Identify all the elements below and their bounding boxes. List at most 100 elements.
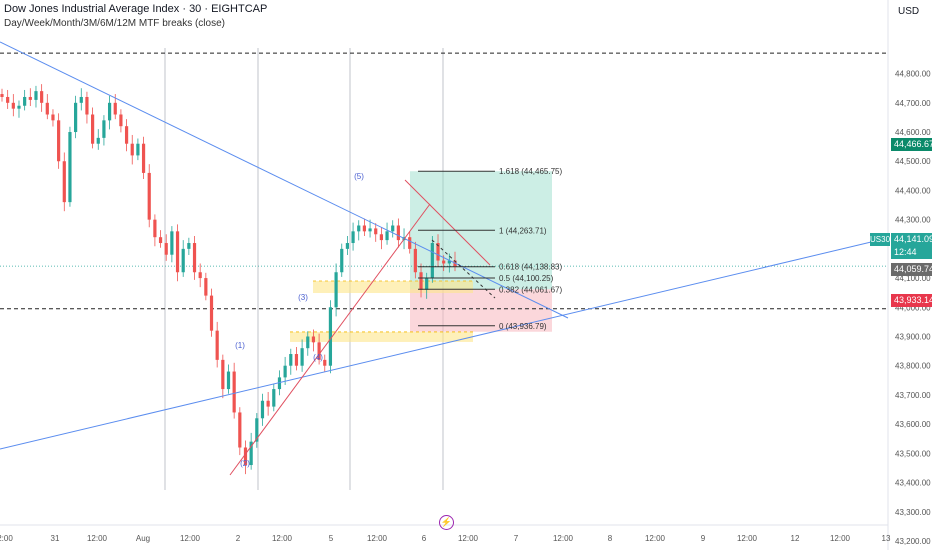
y-tick-8: 44,000.00 <box>895 303 931 312</box>
chart-title: Dow Jones Industrial Average Index · 30 … <box>4 3 268 15</box>
y-tick-14: 43,400.00 <box>895 479 931 488</box>
candle-body <box>96 137 100 144</box>
candle-body <box>323 359 327 366</box>
last-price-value: 44,141.09 <box>894 234 932 244</box>
candle-body <box>124 126 129 144</box>
y-tick-9: 43,900.00 <box>895 333 931 342</box>
candle-body <box>45 102 49 115</box>
candle-body <box>79 96 83 103</box>
candle-body <box>198 272 202 279</box>
candle-body <box>396 225 400 241</box>
session-grid <box>164 48 444 490</box>
x-tick-6: 12:00 <box>272 534 293 543</box>
candle-body <box>385 231 389 241</box>
x-tick-17: 12 <box>791 534 800 543</box>
candle-body <box>57 120 61 162</box>
candle-body <box>147 172 151 220</box>
candle-body <box>260 400 265 419</box>
candle-body <box>119 114 123 127</box>
symbol-tag: US30 <box>870 233 891 246</box>
candle-body <box>266 400 270 407</box>
impulse-line <box>229 203 431 476</box>
fib-label-1: 1 (44,263.71) <box>499 226 547 235</box>
candle-body <box>345 243 350 249</box>
bar-countdown: 12:44 <box>894 247 917 257</box>
candle-body <box>283 365 287 378</box>
candle-body <box>277 377 282 390</box>
candle-body <box>317 342 321 360</box>
candle-body <box>28 96 32 100</box>
candle-body <box>300 348 304 366</box>
candle-body <box>340 248 344 273</box>
x-tick-19: 13 <box>882 534 891 543</box>
candle-body <box>62 161 66 203</box>
candle-body <box>107 102 112 121</box>
candle-body <box>391 225 395 232</box>
descending-trendline <box>0 41 569 319</box>
candle-body <box>442 260 446 264</box>
x-tick-16: 12:00 <box>737 534 758 543</box>
candle-body <box>164 243 168 255</box>
candle-body <box>187 243 191 249</box>
candle-body <box>34 91 38 100</box>
candle-body <box>209 295 214 331</box>
candle-body <box>413 248 417 273</box>
x-tick-0: 2:00 <box>0 534 13 543</box>
y-tick-5: 44,300.00 <box>895 216 931 225</box>
lightning-event-icon[interactable]: ⚡ <box>439 515 454 530</box>
candle-body <box>226 371 231 390</box>
candle-body <box>362 225 366 232</box>
y-tick-11: 43,700.00 <box>895 391 931 400</box>
candle-body <box>232 371 236 413</box>
wave-label-4: (5) <box>354 172 364 181</box>
candle-body <box>334 272 338 308</box>
candle-body <box>289 354 293 366</box>
candle-body <box>306 336 310 349</box>
candle-body <box>153 219 157 238</box>
fib-label-0: 1.618 (44,465.75) <box>499 167 562 176</box>
x-tick-8: 12:00 <box>367 534 388 543</box>
wave-label-1: (2) <box>240 459 250 468</box>
x-tick-10: 12:00 <box>458 534 479 543</box>
y-tick-3: 44,500.00 <box>895 157 931 166</box>
fib-label-2: 0.618 (44,138.83) <box>499 263 562 272</box>
fib-label-5: 0 (43,936.79) <box>499 322 547 331</box>
candle-body <box>85 96 89 115</box>
candle-body <box>170 231 174 255</box>
candle-body <box>379 234 383 241</box>
support-zone-upper <box>313 281 473 294</box>
candle-body <box>68 132 72 203</box>
time-axis: 2:00 31 12:00 Aug 12:00 2 12:00 5 12:00 6 12:00 7 12… <box>0 534 891 543</box>
candle-body <box>221 359 225 390</box>
candle-body <box>328 307 333 366</box>
candle-body <box>374 228 378 235</box>
candle-body <box>249 441 253 466</box>
candles <box>0 84 457 475</box>
candle-body <box>158 237 163 244</box>
stop-zone <box>410 289 552 332</box>
candle-body <box>113 102 117 115</box>
projection-path <box>431 239 496 299</box>
candle-body <box>181 248 185 273</box>
y-tick-2: 44,600.00 <box>895 128 931 137</box>
candle-body <box>0 94 4 97</box>
currency-label[interactable]: USD <box>898 6 920 17</box>
candle-body <box>11 102 15 109</box>
candle-body <box>6 96 10 103</box>
candle-body <box>91 114 95 144</box>
y-tick-1: 44,700.00 <box>895 99 931 108</box>
candle-body <box>419 272 423 290</box>
y-tick-16: 43,200.00 <box>895 537 931 546</box>
wave-label-2: (3) <box>298 293 308 302</box>
candle-body <box>255 418 259 442</box>
x-tick-2: 12:00 <box>87 534 108 543</box>
indicator-subtitle: Day/Week/Month/3M/6M/12M MTF breaks (clo… <box>4 18 225 29</box>
candle-body <box>175 231 180 273</box>
x-tick-13: 8 <box>608 534 613 543</box>
y-tick-12: 43,600.00 <box>895 420 931 429</box>
wave-labels: (1) (2) (3) (4) (5) <box>235 172 364 468</box>
trend-lines <box>0 41 889 476</box>
candle-body <box>436 243 440 261</box>
candle-body <box>192 243 197 273</box>
